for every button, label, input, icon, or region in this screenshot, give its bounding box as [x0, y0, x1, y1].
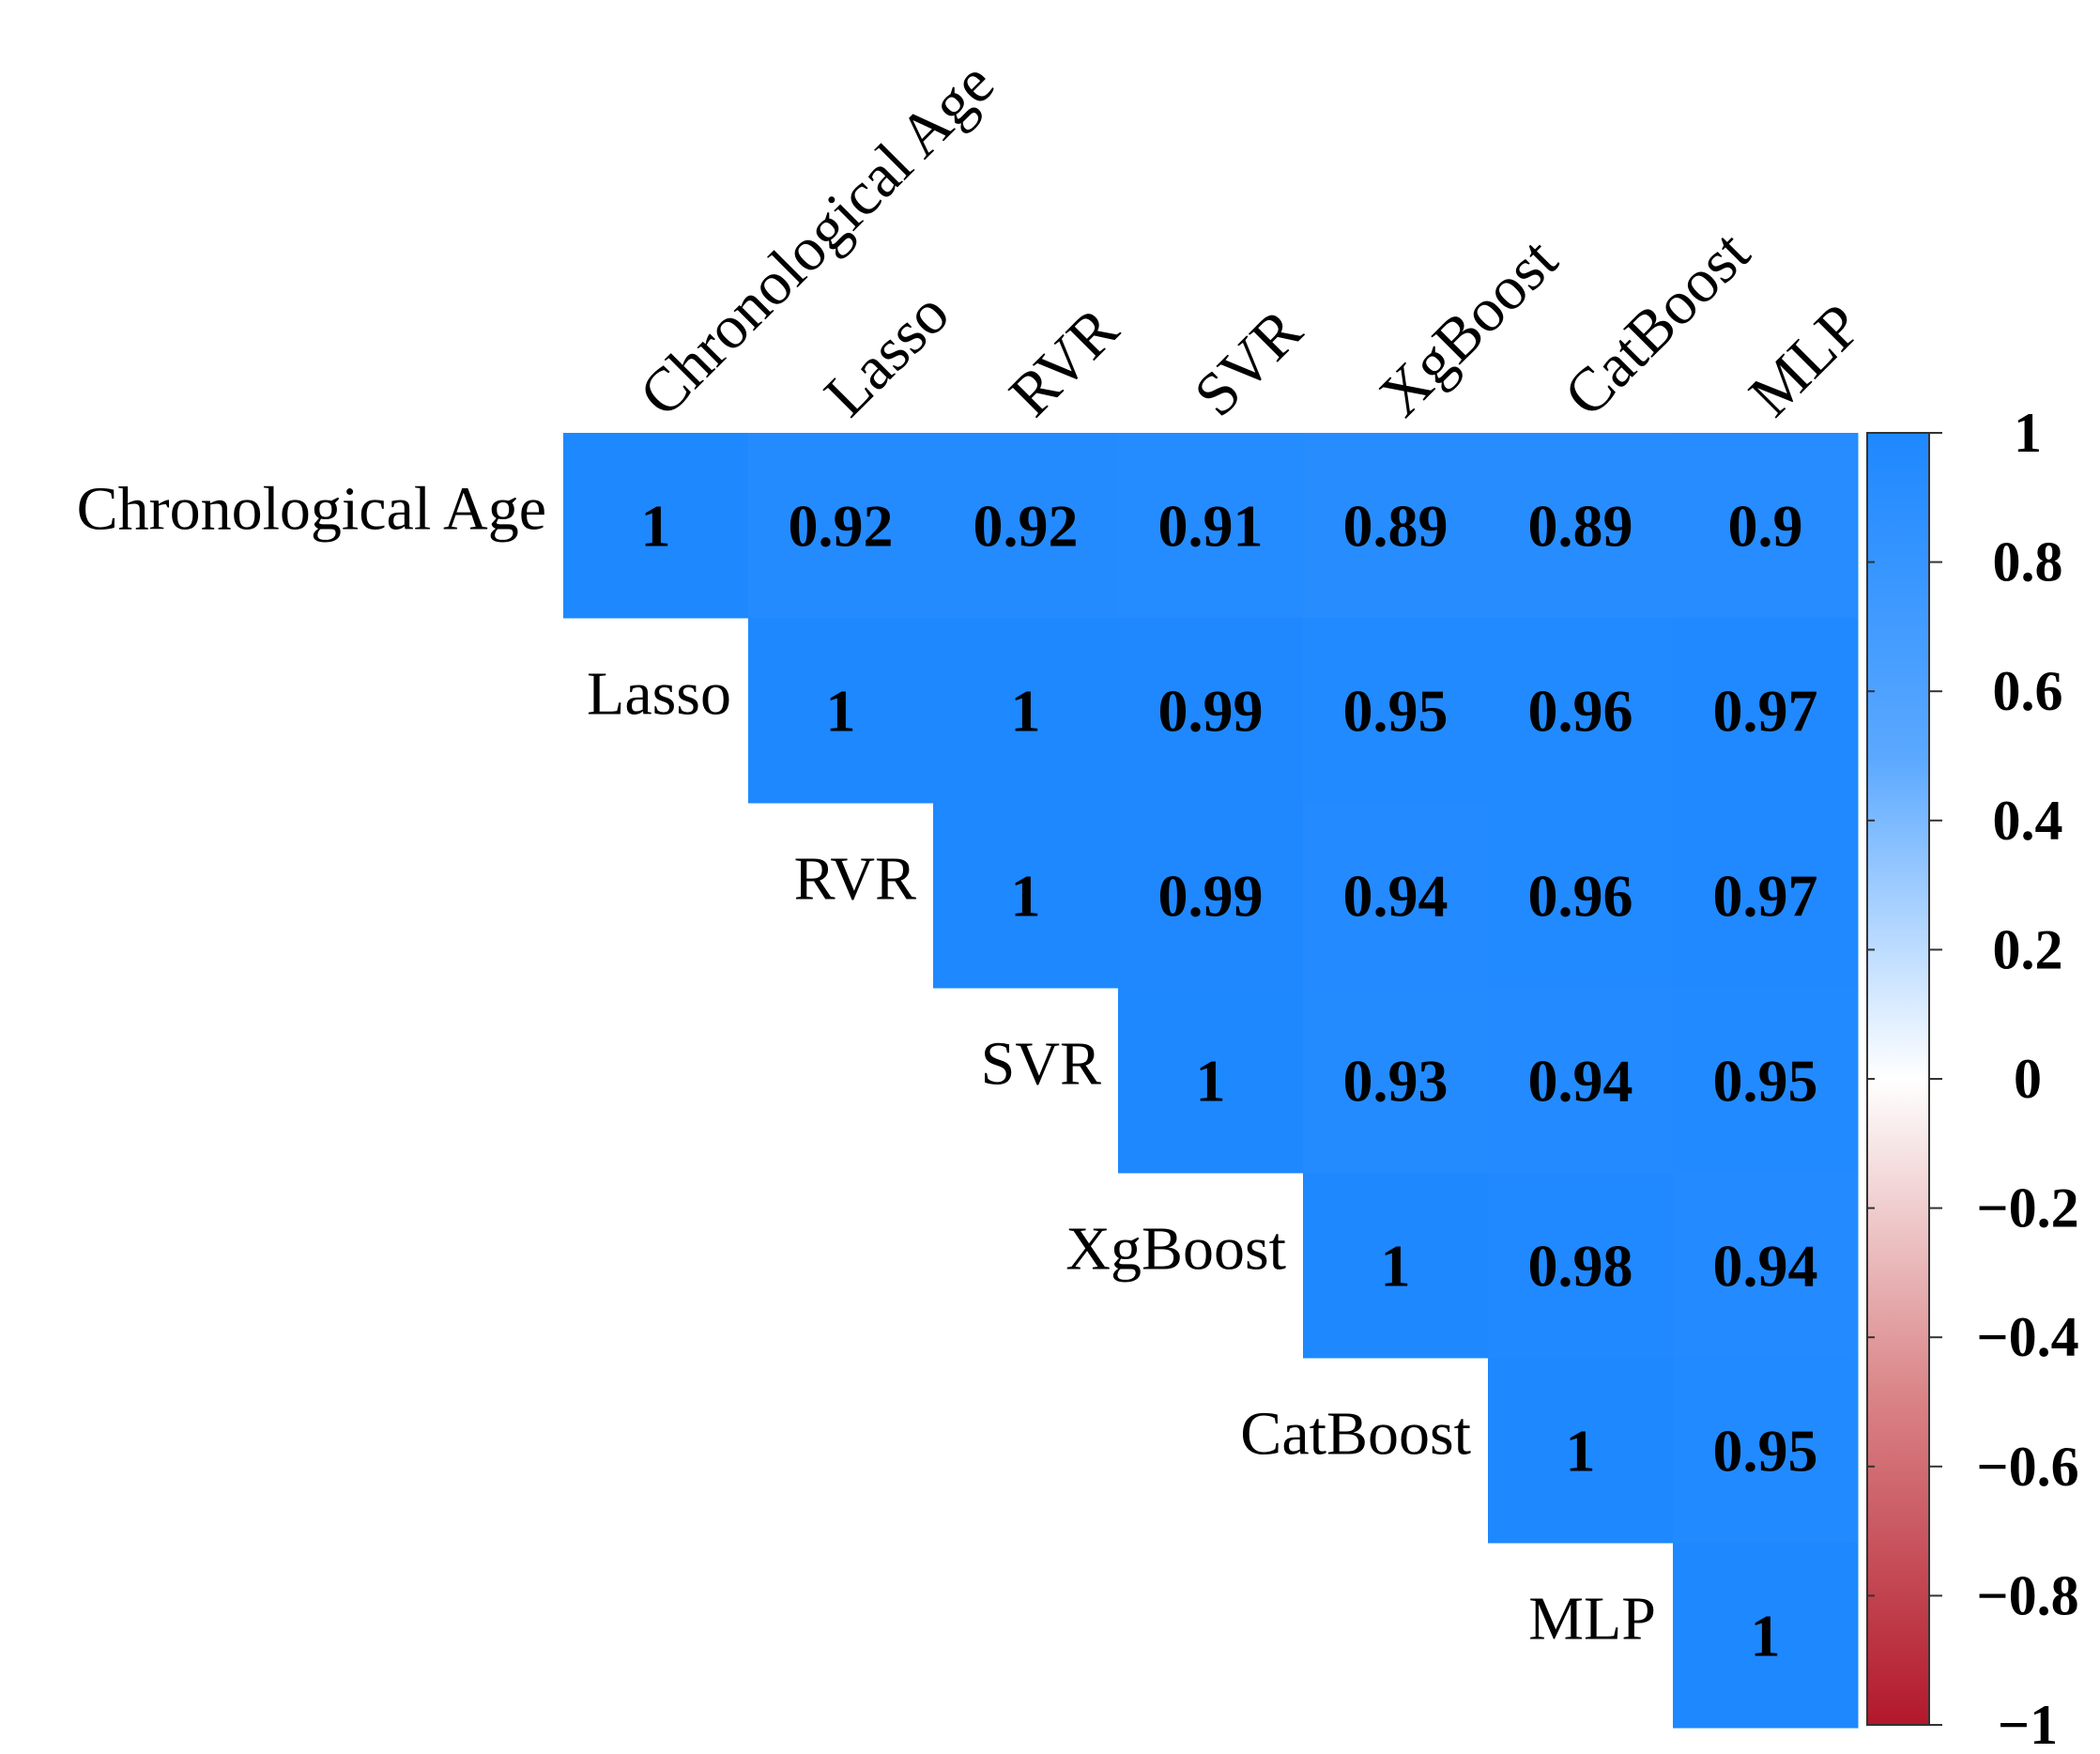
colorbar-bar — [1866, 432, 1930, 1726]
cell-value: 1 — [1011, 678, 1041, 745]
heatmap-cell — [1118, 803, 1304, 989]
heatmap-cell — [748, 433, 934, 619]
colorbar-tick-label: −0.4 — [1976, 1306, 2078, 1368]
colorbar-tick-label: −0.8 — [1976, 1564, 2078, 1626]
cell-value: 0.94 — [1528, 1048, 1633, 1115]
cell-value: 0.96 — [1528, 863, 1633, 930]
column-label: SVR — [1181, 296, 1314, 429]
cell-value: 0.89 — [1528, 493, 1633, 560]
heatmap-cell — [1303, 618, 1489, 804]
row-label: CatBoost — [1240, 1400, 1471, 1469]
cell-value: 1 — [1196, 1048, 1226, 1115]
cell-value: 0.94 — [1713, 1233, 1818, 1300]
cell-value: 0.92 — [973, 493, 1079, 560]
cell-value: 0.9 — [1728, 493, 1803, 560]
cell-value: 1 — [1011, 863, 1041, 930]
heatmap-cell — [1673, 618, 1859, 804]
column-label: CatBoost — [1551, 218, 1762, 429]
column-label: MLP — [1736, 291, 1875, 430]
cell-value: 0.93 — [1343, 1048, 1449, 1115]
cell-value: 1 — [826, 678, 856, 745]
colorbar-tick-label: −1 — [1998, 1694, 2058, 1754]
heatmap-cell — [1673, 1543, 1859, 1729]
heatmap-cell — [1488, 618, 1674, 804]
cell-value: 1 — [641, 493, 671, 560]
colorbar-tick-label: −0.6 — [1976, 1436, 2078, 1498]
cell-value: 0.95 — [1713, 1418, 1818, 1485]
colorbar-tick-label: 0.2 — [1993, 918, 2063, 980]
heatmap-cell — [1673, 988, 1859, 1174]
heatmap-cell — [1303, 803, 1489, 989]
heatmap-cell — [1118, 618, 1304, 804]
heatmap-cell — [1303, 1173, 1489, 1359]
column-label: Chronological Age — [626, 49, 1006, 429]
cell-value: 0.91 — [1158, 493, 1264, 560]
heatmap-cell — [1673, 433, 1859, 619]
cell-value: 0.97 — [1713, 863, 1818, 930]
cell-value: 0.98 — [1528, 1233, 1633, 1300]
cell-value: 0.99 — [1158, 678, 1264, 745]
heatmap-cell — [1673, 1173, 1859, 1359]
colorbar-ticks: 1 0.8 0.6 0.4 0.2 0 −0.2 −0.4 −0.6 −0.8 −1 — [1867, 402, 2079, 1754]
colorbar — [1866, 432, 1930, 1726]
row-label: XgBoost — [1065, 1215, 1286, 1284]
heatmap-cell — [1673, 1358, 1859, 1544]
heatmap-cell — [1488, 1358, 1674, 1544]
heatmap-cell — [1488, 988, 1674, 1174]
heatmap-cell — [1488, 803, 1674, 989]
row-label: Chronological Age — [77, 475, 546, 544]
colorbar-tick-label: 0.4 — [1993, 790, 2063, 852]
row-label: RVR — [794, 845, 916, 914]
heatmap-cell — [933, 803, 1119, 989]
heatmap-cell — [1303, 433, 1489, 619]
cell-value: 0.96 — [1528, 678, 1633, 745]
heatmap-cell — [1118, 988, 1304, 1174]
cell-value: 1 — [1566, 1418, 1596, 1485]
cell-value: 0.95 — [1343, 678, 1449, 745]
column-label: RVR — [996, 295, 1131, 430]
cell-value: 0.97 — [1713, 678, 1818, 745]
heatmap-cell — [933, 433, 1119, 619]
cell-value: 0.99 — [1158, 863, 1264, 930]
cell-value: 0.94 — [1343, 863, 1449, 930]
row-label: MLP — [1528, 1585, 1656, 1654]
heatmap-cell — [1118, 433, 1304, 619]
heatmap-cell — [933, 618, 1119, 804]
cell-value: 0.89 — [1343, 493, 1449, 560]
row-label: Lasso — [587, 660, 731, 729]
cell-value: 1 — [1381, 1233, 1411, 1300]
colorbar-tick-label: −0.2 — [1976, 1177, 2078, 1239]
cell-value: 0.92 — [789, 493, 894, 560]
heatmap-cell — [748, 618, 934, 804]
heatmap-cell — [1303, 988, 1489, 1174]
cell-value: 0.95 — [1713, 1048, 1818, 1115]
colorbar-tick-label: 0.6 — [1993, 660, 2063, 722]
colorbar-tick-label: 1 — [2014, 402, 2042, 464]
colorbar-tick-label: 0.8 — [1993, 531, 2063, 593]
heatmap-cell — [1488, 1173, 1674, 1359]
heatmap-cell — [563, 433, 749, 619]
colorbar-tick-label: 0 — [2014, 1048, 2042, 1110]
heatmap-values: 1 0.92 0.92 0.91 0.89 0.89 0.91 1 0.99 0.95 0.96 0.… — [641, 493, 1818, 1669]
row-labels: Chronological Age Lasso RVR SVR XgBoost CatBo… — [77, 475, 1656, 1654]
column-label: Lasso — [811, 279, 962, 430]
heatmap-cells — [563, 433, 1859, 1729]
heatmap-cell — [1488, 433, 1674, 619]
row-label: SVR — [981, 1030, 1101, 1099]
heatmap-cell — [1673, 803, 1859, 989]
column-label: XgBoost — [1366, 225, 1571, 430]
cell-value: 1 — [1751, 1603, 1781, 1669]
